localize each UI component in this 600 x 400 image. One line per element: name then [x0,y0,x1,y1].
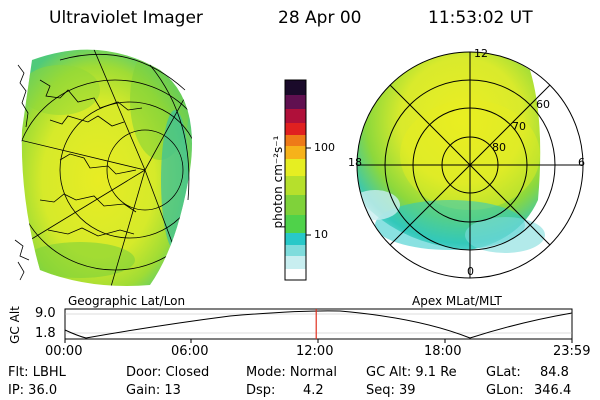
status-ip: IP: 36.0 [8,383,58,398]
altitude-ytick-9: 9.0 [35,306,56,321]
mlt-label-18: 18 [348,156,362,169]
polar-map-caption: Apex MLat/MLT [412,294,502,308]
status-glat-value: 84.8 [540,365,569,380]
status-glon-value: 346.4 [534,383,572,398]
mlt-label-12: 12 [474,47,488,60]
status-gc-alt: GC Alt: 9.1 Re [366,365,457,380]
polar-map [356,51,584,279]
altitude-xtick-1200: 12:00 [296,344,334,359]
geographic-map-caption: Geographic Lat/Lon [68,294,186,308]
colorbar-unit-label: photon cm⁻²s⁻¹ [271,135,285,229]
status-dsp-label: Dsp: [246,383,276,398]
lat-label-70: 70 [512,120,526,133]
status-glat-label: GLat: [486,365,521,380]
altitude-ylabel: GC Alt [7,306,22,344]
time-label: 11:53:02 UT [428,8,533,28]
status-mode: Mode: Normal [246,365,337,380]
status-filter: Flt: LBHL [8,365,66,380]
altitude-ytick-1-8: 1.8 [35,326,56,341]
colorbar-tick-10: 10 [314,228,328,241]
mlt-label-0: 0 [467,265,474,278]
status-dsp-value: 4.2 [303,383,324,398]
altitude-plot [64,308,573,343]
lat-label-60: 60 [536,98,550,111]
mlt-label-6: 6 [578,156,585,169]
image-title: Ultraviolet Imager [49,8,203,28]
lat-label-80: 80 [492,141,506,154]
date-label: 28 Apr 00 [278,8,362,28]
altitude-xtick-0000: 00:00 [45,344,83,359]
geographic-map [14,49,193,286]
colorbar [284,79,311,281]
status-gain: Gain: 13 [126,383,181,398]
colorbar-tick-100: 100 [314,141,335,154]
altitude-xtick-2359: 23:59 [553,344,591,359]
altitude-xtick-1800: 18:00 [424,344,462,359]
status-seq: Seq: 39 [366,383,416,398]
altitude-xtick-0600: 06:00 [171,344,209,359]
status-glon-label: GLon: [486,383,524,398]
status-door: Door: Closed [126,365,210,380]
